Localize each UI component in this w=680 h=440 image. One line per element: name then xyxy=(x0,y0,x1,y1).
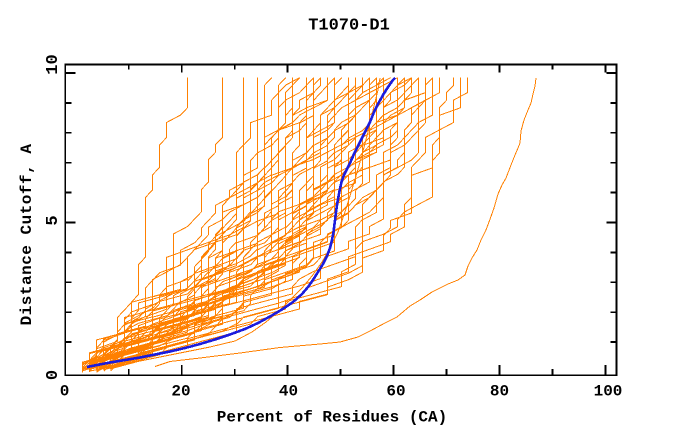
svg-text:Percent of Residues (CA): Percent of Residues (CA) xyxy=(217,409,447,427)
svg-text:40: 40 xyxy=(279,383,298,401)
svg-text:100: 100 xyxy=(594,383,623,401)
svg-text:20: 20 xyxy=(171,383,190,401)
svg-text:0: 0 xyxy=(60,383,70,401)
svg-text:Distance Cutoff, A: Distance Cutoff, A xyxy=(18,144,36,326)
svg-text:60: 60 xyxy=(386,383,405,401)
svg-text:10: 10 xyxy=(44,54,63,74)
svg-text:5: 5 xyxy=(44,215,63,225)
svg-text:0: 0 xyxy=(44,370,63,380)
svg-text:T1070-D1: T1070-D1 xyxy=(308,17,390,36)
svg-text:80: 80 xyxy=(490,383,509,401)
